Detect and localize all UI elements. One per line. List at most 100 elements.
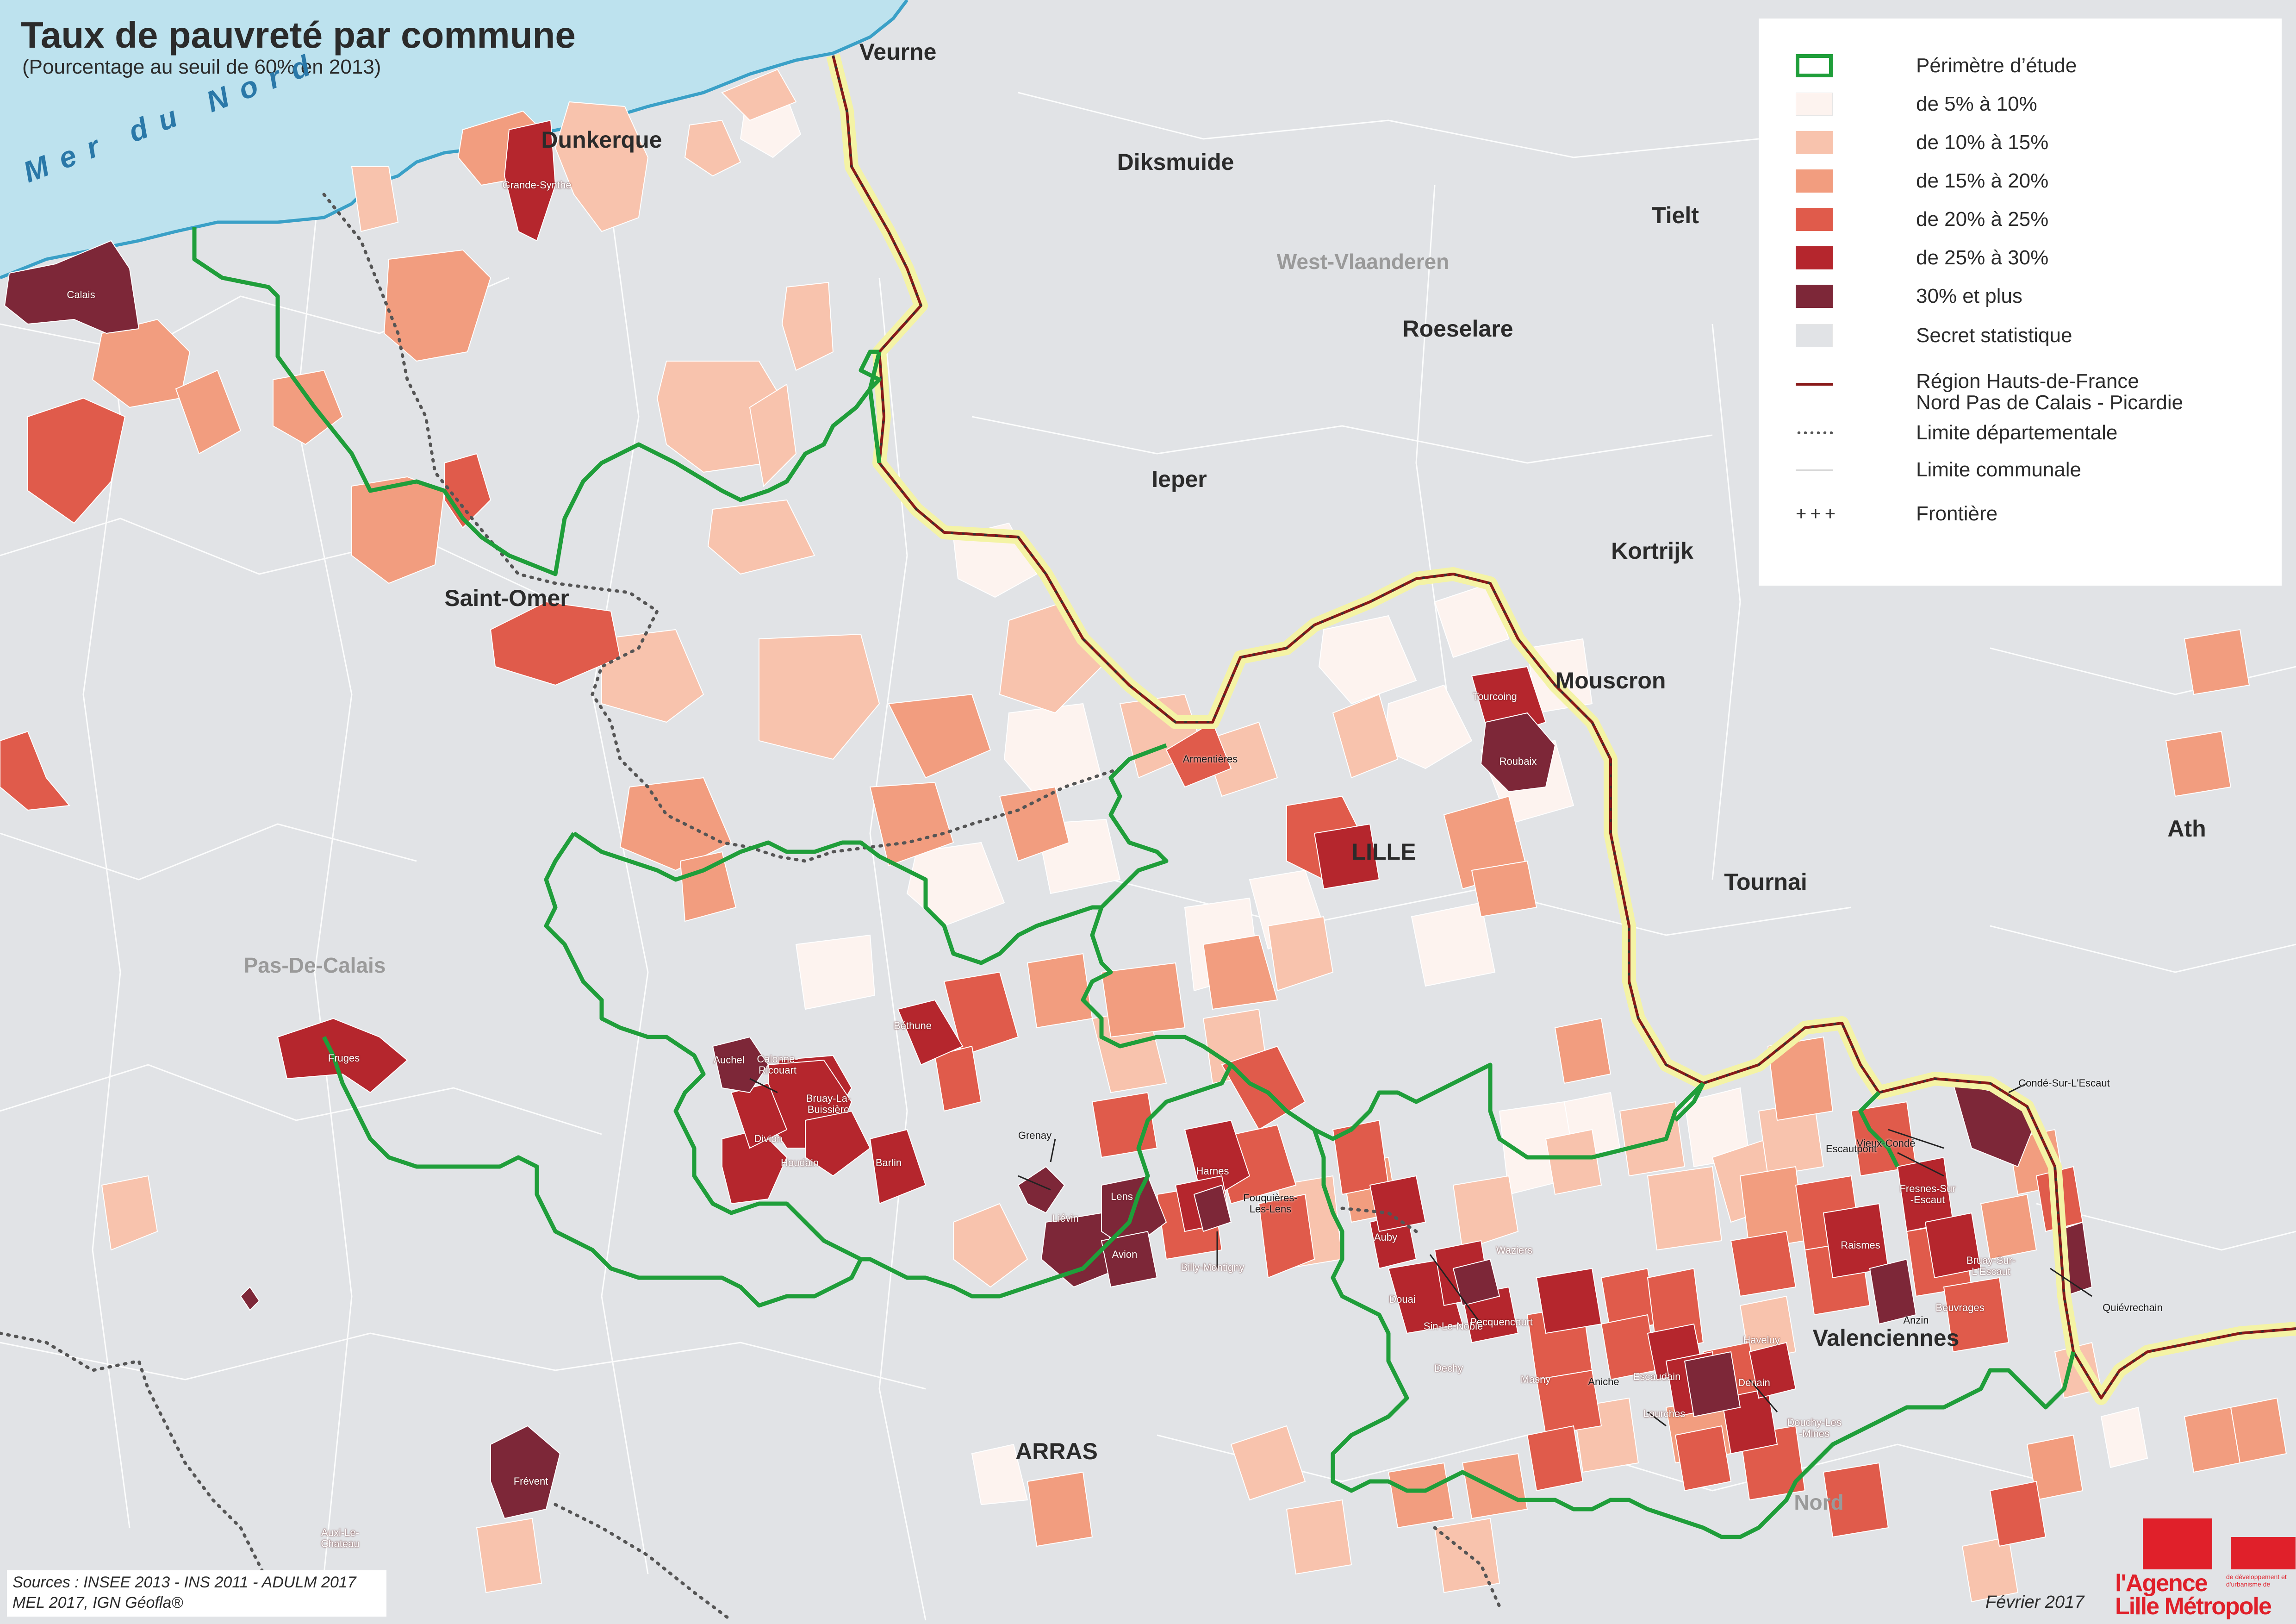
subtitle: (Pourcentage au seuil de 60% en 2013) — [22, 56, 381, 78]
legend-swatch — [1796, 54, 1833, 77]
sources-line-2: MEL 2017, IGN Géofla® — [12, 1594, 183, 1612]
legend-swatch — [1796, 131, 1833, 154]
legend-label: de 10% à 15% — [1916, 131, 2049, 154]
commune-label: Harnes — [1196, 1165, 1229, 1177]
legend-swatch — [1796, 93, 1833, 116]
commune-label: Calonne- Ricouart — [757, 1053, 798, 1076]
communes-30-plus — [4, 240, 2093, 1519]
city-label: Ieper — [1151, 466, 1207, 492]
commune-label: Masny — [1520, 1374, 1551, 1385]
legend-label: de 20% à 25% — [1916, 208, 2049, 231]
logo-red-block-2 — [2231, 1537, 2296, 1569]
commune-label: Fruges — [328, 1052, 360, 1064]
commune-label: Anzin — [1903, 1314, 1929, 1326]
commune-label: Denain — [1738, 1377, 1770, 1388]
city-label: LILLE — [1351, 839, 1416, 865]
legend-swatch — [1796, 383, 1833, 386]
commune-label: Lens — [1111, 1191, 1133, 1202]
commune-label: Frévent — [513, 1475, 548, 1487]
city-label: Tournai — [1724, 869, 1807, 895]
legend-label: 30% et plus — [1916, 285, 2022, 307]
logo-text-1: l'Agence — [2115, 1570, 2208, 1597]
logo-text-2: Lille Métropole — [2115, 1593, 2272, 1620]
commune-label: Auby — [1374, 1231, 1398, 1243]
legend: Périmètre d’étude de 5% à 10% de 10% à 15%… — [1759, 19, 2282, 586]
legend-item-c4: de 20% à 25% — [1796, 206, 2048, 233]
legend-swatch — [1796, 324, 1833, 347]
legend-label: Périmètre d’étude — [1916, 54, 2077, 77]
sea — [0, 0, 907, 278]
legend-label: Secret statistique — [1916, 324, 2072, 347]
commune-label: Pecquencourt — [1470, 1316, 1533, 1328]
sources: Sources : INSEE 2013 - INS 2011 - ADULM … — [7, 1570, 386, 1617]
legend-item-c6: 30% et plus — [1796, 282, 2022, 310]
commune-label: Grande-Synthe — [502, 179, 572, 191]
legend-item-communal: Limite communale — [1796, 456, 2081, 484]
commune-label: Divion — [754, 1133, 783, 1144]
agency-logo: l'Agence de développement et d'urbanisme… — [2115, 1518, 2296, 1624]
commune-label: Billy-Montigny — [1181, 1262, 1244, 1273]
commune-label: Auchel — [713, 1054, 745, 1066]
commune-label: Béthune — [894, 1020, 932, 1031]
commune-label: Quiévrechain — [2103, 1302, 2163, 1313]
legend-swatch — [1796, 208, 1833, 231]
legend-label: Frontière — [1916, 502, 1998, 525]
commune-label: Fresnes-Sur -Escaut — [1899, 1183, 1956, 1206]
legend-label: Limite communale — [1916, 458, 2082, 481]
city-label: Veurne — [859, 39, 937, 65]
sources-line-1: Sources : INSEE 2013 - INS 2011 - ADULM … — [12, 1574, 356, 1591]
legend-item-region: Région Hauts-de-France Nord Pas de Calais… — [1796, 370, 2183, 413]
commune-label: Dechy — [1434, 1362, 1463, 1374]
logo-small-text: de développement et d'urbanisme de — [2226, 1573, 2287, 1588]
legend-label: de 5% à 10% — [1916, 93, 2037, 115]
legend-item-c3: de 15% à 20% — [1796, 167, 2048, 195]
commune-label: Lourches — [1643, 1408, 1686, 1419]
commune-label: Beuvrages — [1935, 1302, 1985, 1313]
legend-item-c5: de 25% à 30% — [1796, 244, 2048, 272]
department-limits — [0, 193, 1501, 1622]
legend-swatch — [1796, 285, 1833, 308]
city-label: Roeselare — [1402, 316, 1513, 342]
leader-lines — [749, 1078, 2092, 1427]
commune-label: Calais — [67, 289, 95, 300]
city-label: Ath — [2167, 816, 2206, 842]
commune-label: Condé-Sur-L'Escaut — [2018, 1077, 2110, 1089]
legend-swatch — [1796, 431, 1833, 434]
commune-label: Haveluy — [1743, 1334, 1780, 1346]
logo-red-block — [2143, 1518, 2212, 1569]
region-label: Pas-De-Calais — [243, 953, 386, 977]
commune-label: Roubaix — [1499, 756, 1537, 767]
date: Février 2017 — [1985, 1593, 2084, 1612]
commune-label: Houdain — [781, 1157, 819, 1168]
communes-25-30 — [277, 119, 1982, 1455]
commune-label: Escautpont — [1825, 1143, 1877, 1155]
legend-swatch — [1796, 169, 1833, 193]
commune-label: Grenay — [1018, 1130, 1052, 1141]
study-perimeter — [192, 227, 2076, 1539]
legend-item-dept: Limite départementale — [1796, 419, 2117, 447]
coastline — [0, 0, 908, 280]
legend-label: de 15% à 20% — [1916, 169, 2049, 192]
commune-label: Bruay-Sur- L'Escaut — [1966, 1255, 2016, 1277]
commune-label: Escaudain — [1633, 1371, 1681, 1382]
legend-swatch — [1796, 246, 1833, 269]
city-label: Mouscron — [1555, 668, 1666, 693]
city-label: ARRAS — [1015, 1438, 1098, 1464]
legend-swatch — [1796, 469, 1833, 471]
city-label: Saint-Omer — [444, 585, 569, 611]
commune-label: Waziers — [1496, 1244, 1533, 1256]
commune-label: Sin-Le-Noble — [1423, 1320, 1483, 1332]
commune-label: Armentières — [1182, 753, 1238, 765]
communes-20-25 — [0, 397, 2084, 1547]
city-label: Dunkerque — [541, 127, 662, 153]
legend-swatch: +++ — [1796, 503, 1840, 524]
city-label: Valenciennes — [1812, 1325, 1960, 1351]
legend-label: Limite départementale — [1916, 421, 2118, 444]
commune-label: Douai — [1389, 1293, 1416, 1305]
title: Taux de pauvreté par commune — [21, 14, 576, 56]
commune-label: Fouquières- Les-Lens — [1243, 1192, 1298, 1215]
region-label: Nord — [1794, 1490, 1844, 1514]
legend-label: Région Hauts-de-France — [1916, 370, 2139, 393]
legend-item-secret: Secret statistique — [1796, 322, 2072, 350]
legend-label: de 25% à 30% — [1916, 246, 2049, 269]
